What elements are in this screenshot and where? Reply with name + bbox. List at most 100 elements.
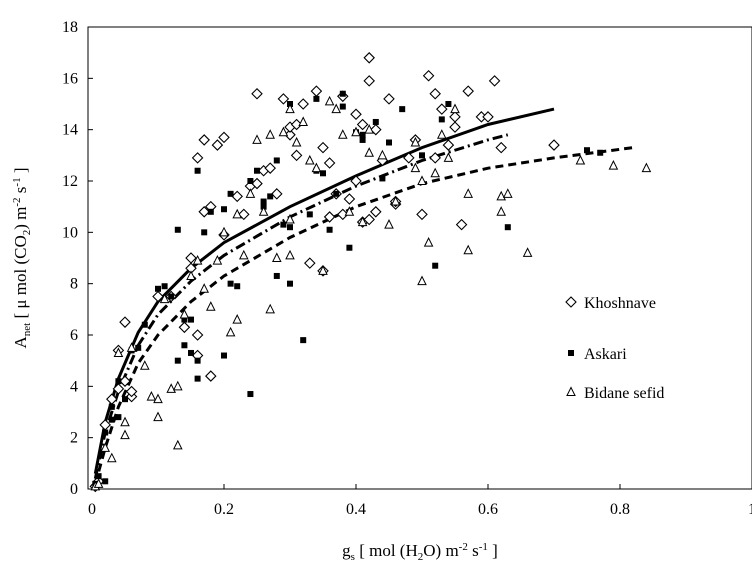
data-point [212,254,223,265]
data-point [251,87,263,100]
data-point [106,452,117,463]
data-point [463,244,474,255]
data-point [205,301,216,311]
axes [88,26,752,490]
data-point [264,162,276,174]
data-point [254,167,260,174]
data-point [384,219,394,229]
tick-labels: 0 2 4 6 8 10 12 14 16 18 0 0.2 0.4 0.6 0.8 1 [62,19,752,518]
data-point [463,188,474,198]
data-point [482,111,494,123]
data-point [265,129,276,139]
data-point [363,75,375,87]
data-point [260,198,267,205]
data-point [188,316,194,323]
data-point [284,129,296,141]
y-tick-label: 12 [62,173,78,190]
data-point [93,478,104,488]
data-point [185,252,197,264]
data-point [198,134,210,146]
data-point [331,103,342,114]
data-point [234,283,241,290]
data-point [291,136,302,147]
data-point [339,90,346,97]
data-point [126,342,137,352]
data-point [115,378,122,385]
data-point [403,152,415,164]
data-point [141,321,148,328]
data-point [350,108,362,121]
data-point [356,118,369,131]
x-tick-label: 0.4 [346,501,366,518]
data-point [320,170,326,177]
data-point [290,118,303,131]
data-point [419,152,425,159]
data-point [120,416,130,427]
data-point [265,303,276,314]
data-point [318,265,328,275]
data-point [108,403,115,410]
data-point [119,375,131,387]
data-point [597,149,604,156]
data-point [304,154,315,165]
legend-marker [568,350,574,356]
data-point [280,221,287,228]
data-point [297,98,309,110]
data-point [198,206,210,218]
data-point [285,103,295,114]
data-point [207,208,214,215]
data-point [351,126,361,137]
data-point [442,139,455,151]
data-point [449,121,461,133]
data-point [168,293,175,300]
x-tick-label: 0.8 [610,501,630,518]
data-point [429,152,441,164]
data-point [350,175,362,187]
data-point [287,280,293,287]
data-point [313,95,320,102]
data-point [337,208,349,221]
data-point [359,131,366,138]
legend-label: Khoshnave [584,295,656,312]
data-point [125,385,138,398]
data-point [317,141,329,154]
legend-label: Askari [584,346,627,363]
data-points [89,52,652,493]
data-point [298,116,309,126]
data-point [417,275,427,286]
data-point [153,411,163,422]
x-tick-label: 0 [88,501,96,518]
data-point [218,131,230,144]
data-point [323,211,336,223]
data-point [181,316,188,323]
data-point [221,352,227,359]
data-point [363,213,375,226]
data-point [245,188,256,198]
data-point [102,429,109,436]
data-point [399,106,406,113]
data-point [285,213,295,224]
data-point [443,152,454,162]
data-point [333,190,340,197]
data-point [324,95,335,106]
data-point [231,190,243,203]
data-point [192,254,203,265]
data-point [166,383,177,393]
data-point [247,178,254,184]
x-axis-label: gs [ mol (H2O) m-2 s-1 ] [342,541,498,563]
data-point [370,206,382,218]
data-point [278,126,289,137]
data-point [271,188,283,200]
data-point [370,123,382,136]
data-point [152,290,164,303]
legend-marker [565,296,577,308]
data-point [188,349,194,356]
data-point [416,208,428,221]
data-point [430,167,441,178]
data-point [191,329,204,341]
data-point [238,208,250,221]
data-point [135,344,142,351]
data-point [95,473,102,480]
data-point [139,360,150,370]
